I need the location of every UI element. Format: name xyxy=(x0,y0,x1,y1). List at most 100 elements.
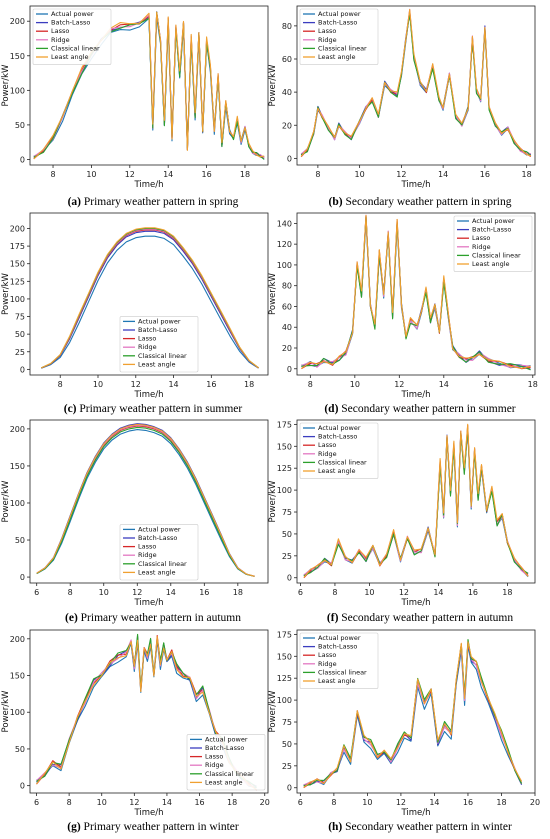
legend-entry: Lasso xyxy=(138,543,156,551)
x-tick-label: 8 xyxy=(58,380,63,389)
y-tick-label: 50 xyxy=(15,745,25,754)
caption-text: Secondary weather pattern in autumn xyxy=(338,612,513,624)
caption-label: (h) xyxy=(328,821,342,833)
x-tick-label: 6 xyxy=(34,798,39,807)
legend-entry: Batch-Lasso xyxy=(51,19,90,27)
legend-entry: Actual power xyxy=(205,735,248,743)
series-line-least-angle xyxy=(300,9,531,157)
legend-entry: Ridge xyxy=(138,551,157,559)
x-tick-label: 8 xyxy=(315,170,320,179)
legend-entry: Least angle xyxy=(138,360,176,368)
y-tick-label: 150 xyxy=(10,672,25,681)
legend-entry: Ridge xyxy=(205,761,224,769)
legend-entry: Ridge xyxy=(138,343,157,351)
x-tick-label: 14 xyxy=(168,380,178,389)
legend-entry: Batch-Lasso xyxy=(318,19,357,27)
caption-label: (f) xyxy=(327,612,339,624)
chart-panel-b: 8 10 12 14 16 18 0 20 40 60 80 Time/h Power/kW Actual… xyxy=(268,5,536,208)
y-tick-label: 75 xyxy=(282,718,292,727)
y-tick-label: 75 xyxy=(282,508,292,517)
x-tick-label: 14 xyxy=(433,588,443,597)
y-axis-label: Power/kW xyxy=(268,64,278,106)
legend-entry: Actual power xyxy=(51,10,94,18)
x-tick-label: 10 xyxy=(364,588,374,597)
legend-entry: Least angle xyxy=(51,53,89,61)
legend-entry: Batch-Lasso xyxy=(205,744,244,752)
x-tick-label: 16 xyxy=(468,588,478,597)
x-axis-label: Time/h xyxy=(400,390,430,400)
panel-caption: (a) Primary weather pattern in spring xyxy=(68,196,239,208)
y-tick-label: 75 xyxy=(15,313,25,322)
x-tick-label: 14 xyxy=(439,380,449,389)
chart-panel-d: 8 10 12 14 16 18 0 20 40 60 80 100 120 140 Time/h Power… xyxy=(268,212,538,415)
y-tick-label: 50 xyxy=(282,740,292,749)
legend: Actual powerBatch-LassoLassoRidgeClassic… xyxy=(299,422,379,479)
y-tick-label: 200 xyxy=(10,635,25,644)
x-tick-label: 16 xyxy=(194,798,204,807)
y-tick-label: 100 xyxy=(10,295,25,304)
legend-entry: Least angle xyxy=(318,677,356,685)
legend-entry: Lasso xyxy=(318,27,336,35)
legend-box xyxy=(453,215,533,272)
y-tick-label: 20 xyxy=(282,344,292,353)
panel-caption: (b) Secondary weather pattern in spring xyxy=(329,196,512,208)
y-tick-label: 50 xyxy=(15,536,25,545)
y-tick-label: 80 xyxy=(282,282,292,291)
x-tick-label: 12 xyxy=(394,380,404,389)
chart-panel-a: 8 10 12 14 16 18 0 50 100 150 200 Time/h Power/kW Act… xyxy=(1,5,269,208)
legend-entry: Lasso xyxy=(51,27,69,35)
panel-caption: (h) Secondary weather pattern in winter xyxy=(328,821,512,833)
y-tick-label: 0 xyxy=(20,782,25,791)
legend-entry: Lasso xyxy=(318,441,336,449)
x-axis-label: Time/h xyxy=(133,598,163,608)
legend-box xyxy=(119,524,199,581)
y-tick-label: 50 xyxy=(15,121,25,130)
y-tick-label: 175 xyxy=(10,242,25,251)
legend-entry: Classical linear xyxy=(138,560,187,568)
x-tick-label: 14 xyxy=(162,798,172,807)
x-axis-label: Time/h xyxy=(133,180,163,190)
y-tick-label: 100 xyxy=(10,708,25,717)
caption-text: Primary weather pattern in autumn xyxy=(78,612,241,624)
chart-panel-e: 6 8 10 12 14 16 18 0 50 100 150 200 Time/h Power/kW Ac… xyxy=(1,419,269,624)
y-tick-label: 25 xyxy=(282,762,292,771)
panel-caption: (f) Secondary weather pattern in autumn xyxy=(327,612,513,624)
x-tick-label: 18 xyxy=(233,588,243,597)
series-line-least-angle xyxy=(36,636,257,791)
y-tick-label: 50 xyxy=(282,530,292,539)
x-tick-label: 12 xyxy=(396,170,406,179)
x-tick-label: 10 xyxy=(350,380,360,389)
legend-entry: Least angle xyxy=(318,467,356,475)
series-line-classical-linear xyxy=(36,426,255,577)
x-tick-label: 10 xyxy=(362,798,372,807)
y-axis-label: Power/kW xyxy=(268,480,278,522)
x-tick-label: 12 xyxy=(396,798,406,807)
x-tick-label: 12 xyxy=(131,380,141,389)
legend-entry: Classical linear xyxy=(318,458,367,466)
y-tick-label: 0 xyxy=(287,784,292,793)
x-tick-label: 8 xyxy=(308,380,313,389)
legend: Actual powerBatch-LassoLassoRidgeClassic… xyxy=(453,215,533,272)
x-tick-label: 10 xyxy=(86,170,96,179)
legend-entry: Classical linear xyxy=(318,44,367,52)
y-tick-label: 100 xyxy=(10,86,25,95)
y-tick-label: 150 xyxy=(10,260,25,269)
legend-entry: Lasso xyxy=(318,651,336,659)
x-tick-label: 12 xyxy=(125,170,135,179)
x-tick-label: 8 xyxy=(332,588,337,597)
y-tick-label: 0 xyxy=(287,154,292,163)
x-tick-label: 6 xyxy=(298,588,303,597)
panel-caption: (g) Primary weather pattern in winter xyxy=(67,821,239,833)
x-tick-label: 20 xyxy=(260,798,270,807)
legend-entry: Least angle xyxy=(138,568,176,576)
legend-box xyxy=(299,8,379,65)
x-tick-label: 10 xyxy=(99,588,109,597)
legend-box xyxy=(119,316,199,373)
y-tick-label: 100 xyxy=(277,486,292,495)
legend-entry: Ridge xyxy=(318,36,337,44)
panel-caption: (e) Primary weather pattern in autumn xyxy=(65,612,241,624)
chart-panel-c: 8 10 12 14 16 18 0 25 50 75 100 125 150 175 200 Time/h P… xyxy=(1,212,269,415)
y-tick-label: 0 xyxy=(287,365,292,374)
x-tick-label: 16 xyxy=(201,170,211,179)
